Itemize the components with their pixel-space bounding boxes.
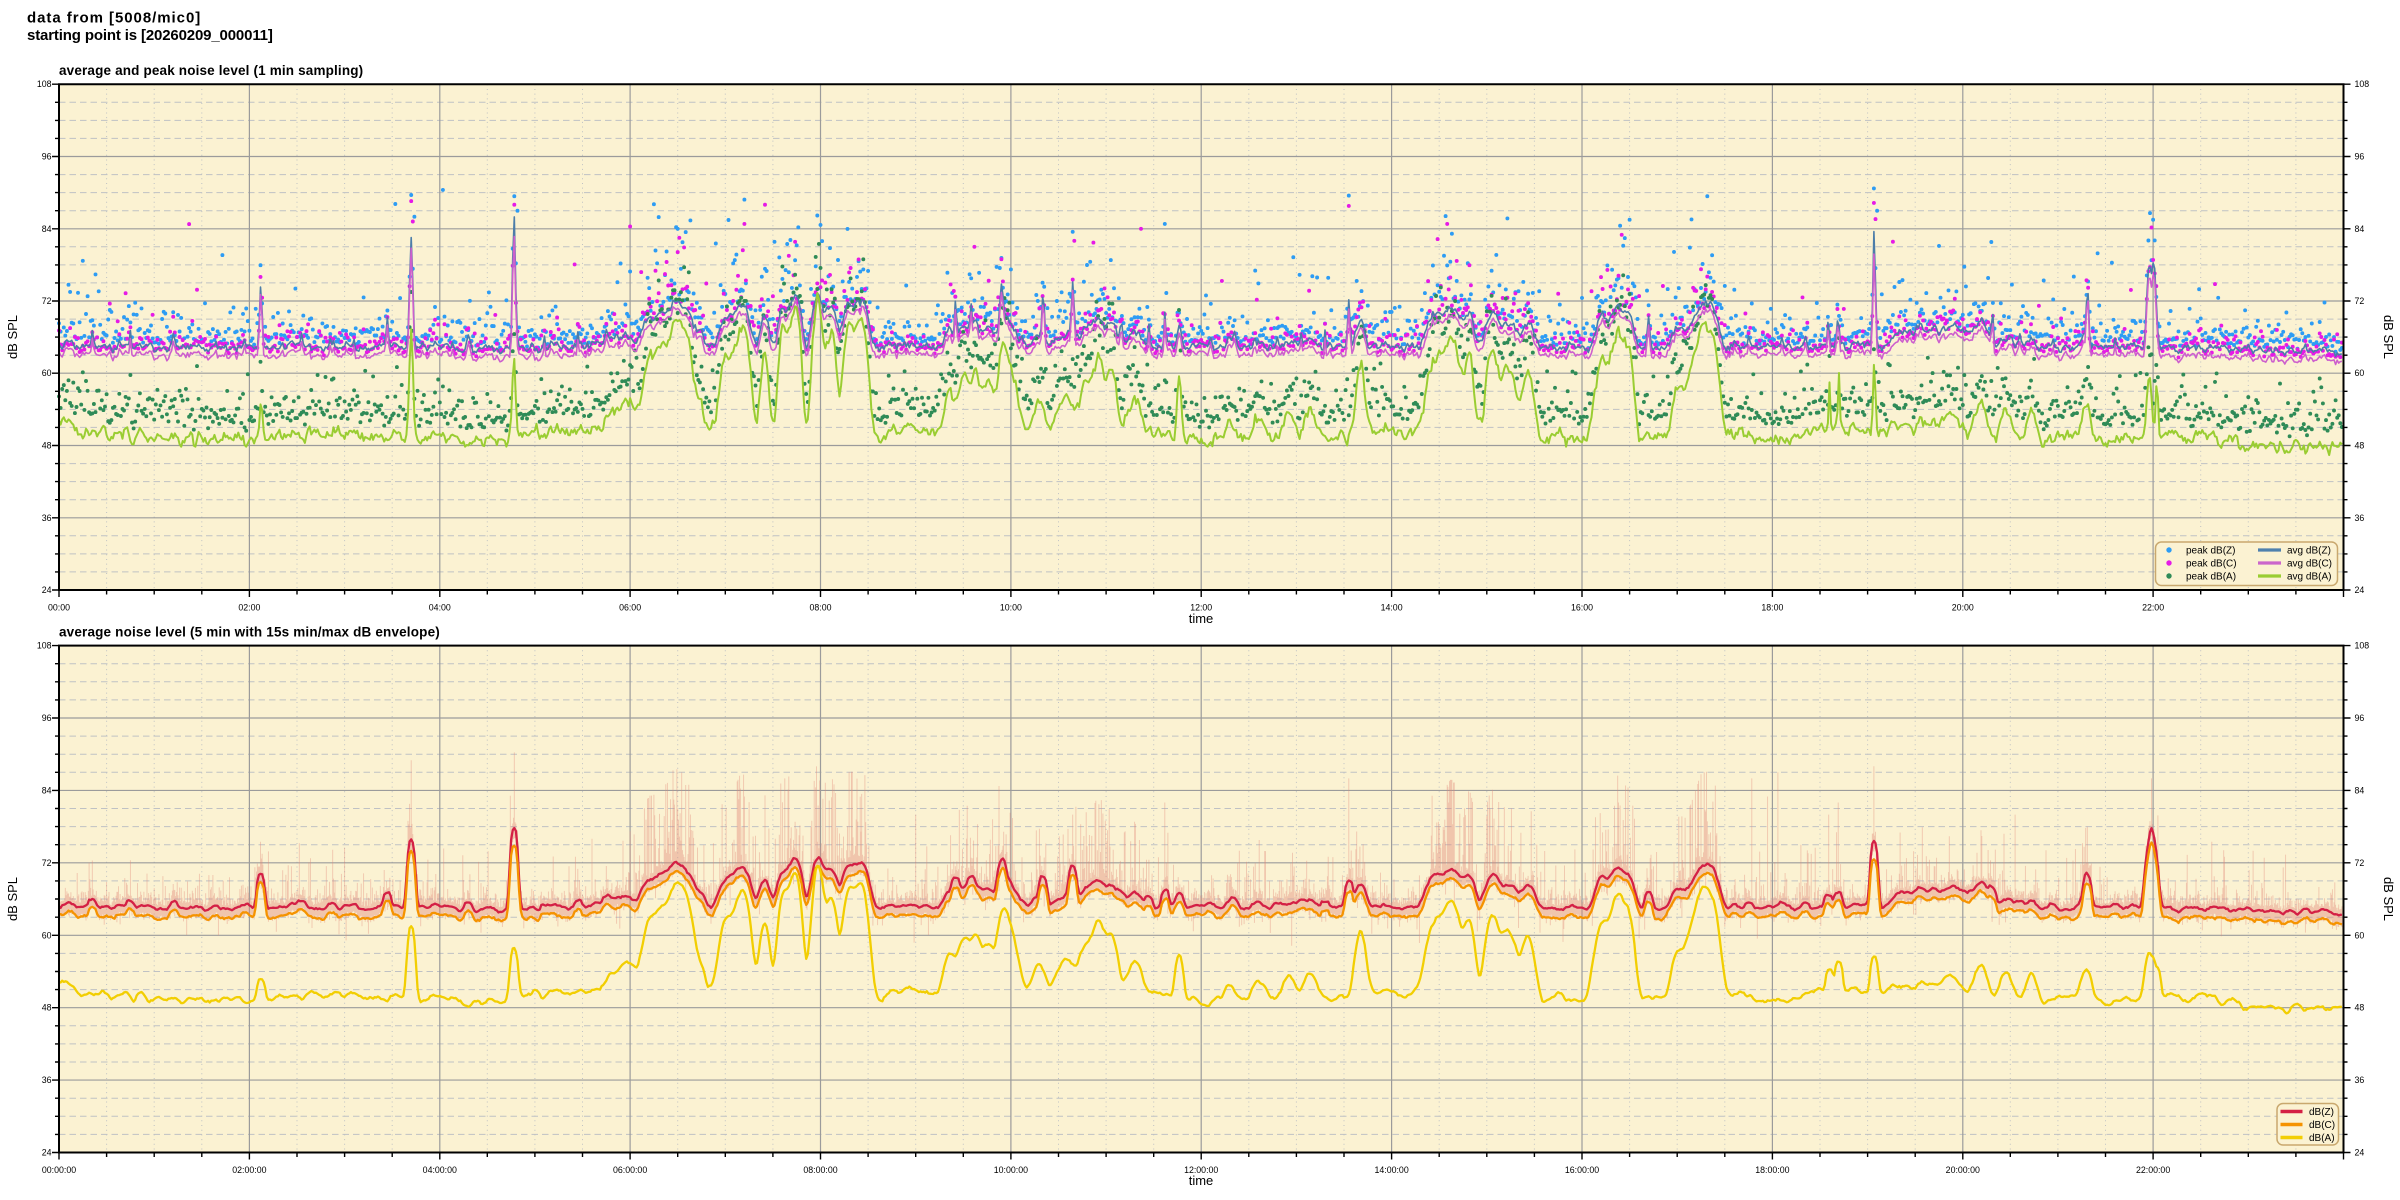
svg-text:16:00: 16:00 [1571,603,1593,613]
svg-text:14:00:00: 14:00:00 [1374,1165,1408,1175]
svg-text:48: 48 [42,1003,52,1013]
svg-text:108: 108 [37,79,52,89]
svg-text:36: 36 [2355,513,2365,523]
svg-text:60: 60 [2355,368,2365,378]
svg-text:08:00: 08:00 [809,603,831,613]
svg-text:time: time [1189,1173,1214,1188]
svg-text:18:00:00: 18:00:00 [1755,1165,1789,1175]
svg-text:starting point is [20260209_00: starting point is [20260209_000011] [27,27,273,44]
svg-text:08:00:00: 08:00:00 [803,1165,837,1175]
svg-text:12:00: 12:00 [1190,603,1212,613]
svg-text:84: 84 [2355,785,2365,795]
svg-text:22:00: 22:00 [2142,603,2164,613]
svg-text:84: 84 [42,785,52,795]
svg-text:peak dB(A): peak dB(A) [2186,571,2236,582]
svg-text:04:00: 04:00 [429,603,451,613]
svg-text:avg dB(Z): avg dB(Z) [2287,545,2331,556]
svg-text:72: 72 [2355,858,2365,868]
svg-text:72: 72 [2355,296,2365,306]
svg-text:06:00: 06:00 [619,603,641,613]
svg-text:96: 96 [2355,713,2365,723]
svg-text:average and peak noise level (: average and peak noise level (1 min samp… [59,63,363,78]
svg-text:16:00:00: 16:00:00 [1565,1165,1599,1175]
svg-text:24: 24 [2355,585,2365,595]
svg-text:84: 84 [2355,224,2365,234]
svg-text:00:00:00: 00:00:00 [42,1165,76,1175]
svg-text:22:00:00: 22:00:00 [2136,1165,2170,1175]
svg-text:06:00:00: 06:00:00 [613,1165,647,1175]
svg-text:24: 24 [2355,1148,2365,1158]
svg-text:02:00: 02:00 [238,603,260,613]
svg-text:peak dB(C): peak dB(C) [2186,558,2237,569]
svg-text:10:00: 10:00 [1000,603,1022,613]
svg-text:20:00: 20:00 [1952,603,1974,613]
svg-text:14:00: 14:00 [1381,603,1403,613]
svg-text:72: 72 [42,858,52,868]
svg-text:36: 36 [42,1075,52,1085]
svg-text:12:00:00: 12:00:00 [1184,1165,1218,1175]
svg-text:108: 108 [2355,641,2370,651]
svg-text:10:00:00: 10:00:00 [994,1165,1028,1175]
svg-text:dB SPL: dB SPL [2381,315,2396,359]
svg-text:60: 60 [42,368,52,378]
svg-text:dB SPL: dB SPL [5,315,20,359]
svg-text:00:00: 00:00 [48,603,70,613]
svg-text:108: 108 [2355,79,2370,89]
svg-text:18:00: 18:00 [1761,603,1783,613]
svg-text:dB(A): dB(A) [2309,1133,2335,1144]
svg-text:avg dB(C): avg dB(C) [2287,558,2332,569]
svg-text:peak dB(Z): peak dB(Z) [2186,545,2235,556]
svg-text:48: 48 [2355,441,2365,451]
svg-text:avg dB(A): avg dB(A) [2287,571,2331,582]
svg-text:84: 84 [42,224,52,234]
svg-text:60: 60 [2355,930,2365,940]
svg-text:72: 72 [42,296,52,306]
svg-text:dB SPL: dB SPL [5,877,20,921]
svg-text:36: 36 [42,513,52,523]
svg-text:04:00:00: 04:00:00 [423,1165,457,1175]
svg-text:48: 48 [2355,1003,2365,1013]
svg-text:96: 96 [42,152,52,162]
svg-text:108: 108 [37,641,52,651]
svg-text:24: 24 [42,585,52,595]
svg-text:96: 96 [42,713,52,723]
svg-text:average noise level (5 min wit: average noise level (5 min with 15s min/… [59,625,440,640]
svg-text:24: 24 [42,1148,52,1158]
svg-text:data from [5008/mic0]: data from [5008/mic0] [27,10,201,27]
svg-text:60: 60 [42,930,52,940]
svg-text:48: 48 [42,441,52,451]
svg-text:dB SPL: dB SPL [2381,877,2396,921]
svg-text:36: 36 [2355,1075,2365,1085]
svg-text:96: 96 [2355,152,2365,162]
svg-text:20:00:00: 20:00:00 [1946,1165,1980,1175]
svg-text:dB(Z): dB(Z) [2309,1107,2334,1118]
svg-text:dB(C): dB(C) [2309,1120,2335,1131]
svg-text:02:00:00: 02:00:00 [232,1165,266,1175]
svg-text:time: time [1189,611,1214,626]
